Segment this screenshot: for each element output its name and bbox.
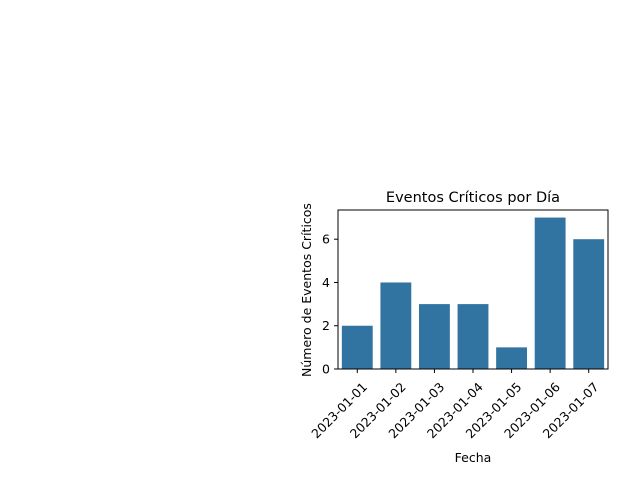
bar-2023-01-01 <box>341 325 373 369</box>
y-axis-label: Número de Eventos Críticos <box>299 203 314 377</box>
y-tick-label: 6 <box>322 232 330 247</box>
y-tick-label: 0 <box>322 362 330 377</box>
y-axis-ticks: 0 2 4 6 <box>322 232 338 377</box>
y-tick-label: 2 <box>322 318 330 333</box>
y-tick-label: 4 <box>322 275 330 290</box>
x-axis-label: Fecha <box>455 450 492 465</box>
bar-2023-01-04 <box>457 304 489 369</box>
plot-frame <box>337 209 609 370</box>
bars-layer <box>341 217 605 369</box>
chart-title: Eventos Críticos por Día <box>386 190 560 206</box>
bar-2023-01-05 <box>496 347 527 369</box>
bar-2023-01-07 <box>573 239 605 369</box>
bar-2023-01-06 <box>534 217 566 369</box>
bar-2023-01-03 <box>419 304 450 369</box>
bar-2023-01-02 <box>380 282 412 369</box>
